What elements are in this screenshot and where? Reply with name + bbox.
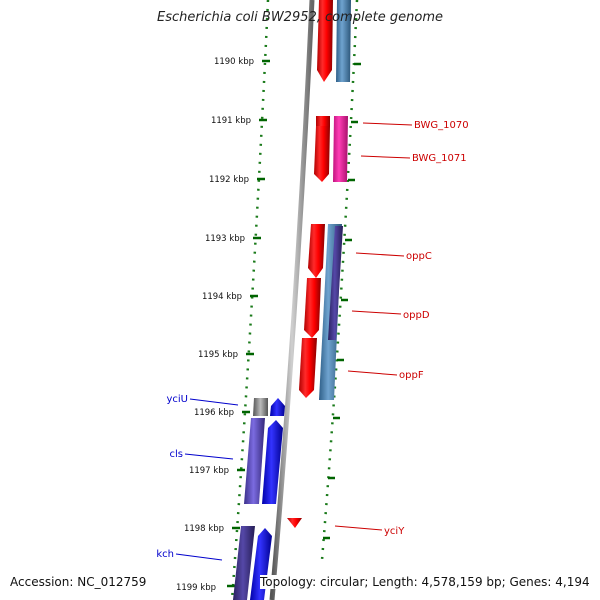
connector-oppf <box>347 370 398 376</box>
gene-arrow-yciu[interactable] <box>270 398 285 416</box>
gene-arrow-bwg1071[interactable] <box>314 126 330 182</box>
gene-label-bwg1071[interactable]: BWG_1071 <box>412 153 467 164</box>
tick-label: 1192 kbp <box>209 175 249 185</box>
gene-label-oppc[interactable]: oppC <box>406 251 432 262</box>
tick-marks <box>227 59 361 588</box>
gene-label-bwg1070[interactable]: BWG_1070 <box>414 120 469 131</box>
connector-yciu <box>189 398 239 406</box>
tick-label: 1197 kbp <box>189 466 229 476</box>
label-connectors <box>175 122 413 561</box>
gene-label-cls[interactable]: cls <box>170 449 184 460</box>
gene-arrow-oppc[interactable] <box>308 224 325 278</box>
accession-label: Accession: NC_012759 <box>10 575 147 589</box>
connector-oppc <box>355 252 405 257</box>
outer-guide-dotted <box>320 0 359 561</box>
genome-backbone <box>269 0 315 600</box>
gene-label-oppf[interactable]: oppF <box>399 370 424 381</box>
gene-arrow-forward[interactable] <box>317 0 333 82</box>
reverse-strand-features <box>233 398 285 600</box>
gene-label-oppd[interactable]: oppD <box>403 310 430 321</box>
connector-oppd <box>351 310 402 315</box>
tick-label: 1193 kbp <box>205 234 245 244</box>
gene-arrow-cls[interactable] <box>262 420 283 504</box>
cds-arrow-cls[interactable] <box>244 418 265 504</box>
gene-arrow-bwg1070[interactable] <box>316 116 330 126</box>
gene-label-kch[interactable]: kch <box>156 549 174 560</box>
tick-label: 1194 kbp <box>202 292 242 302</box>
tick-label: 1195 kbp <box>198 350 238 360</box>
tick-label: 1191 kbp <box>211 116 251 126</box>
gene-arrow-oppf[interactable] <box>299 338 317 398</box>
cds-arrow-oppc-inner[interactable] <box>328 226 343 340</box>
connector-bwg1070 <box>362 122 413 126</box>
tick-label: 1199 kbp <box>176 583 216 593</box>
gene-arrow-oppd[interactable] <box>304 278 321 338</box>
tick-label: 1196 kbp <box>194 408 234 418</box>
tick-label: 1190 kbp <box>214 57 254 67</box>
cds-arrow-kch[interactable] <box>233 526 255 600</box>
connector-cls <box>184 453 234 460</box>
topology-label: Topology: circular; Length: 4,578,159 bp… <box>260 575 590 589</box>
gene-label-yciu[interactable]: yciU <box>166 394 188 405</box>
tick-labels: 1190 kbp 1191 kbp 1192 kbp 1193 kbp 1194… <box>176 57 254 593</box>
gene-arrow-yciy[interactable] <box>287 518 302 528</box>
connector-kch <box>175 553 223 561</box>
connector-bwg1071 <box>360 155 411 159</box>
tick-label: 1198 kbp <box>184 524 224 534</box>
gene-label-yciy[interactable]: yciY <box>384 526 405 537</box>
cds-arrow-yciu[interactable] <box>253 398 268 416</box>
gene-arrow-kch[interactable] <box>250 528 272 600</box>
cds-arrow-bwg1070[interactable] <box>333 116 348 182</box>
cds-arrow-forward[interactable] <box>336 0 351 82</box>
connector-yciy <box>334 525 383 531</box>
gene-labels: BWG_1070 BWG_1071 oppC oppD oppF yciU cl… <box>156 120 468 560</box>
map-title: Escherichia coli BW2952, complete genome <box>157 10 443 25</box>
forward-strand-features <box>287 0 351 528</box>
